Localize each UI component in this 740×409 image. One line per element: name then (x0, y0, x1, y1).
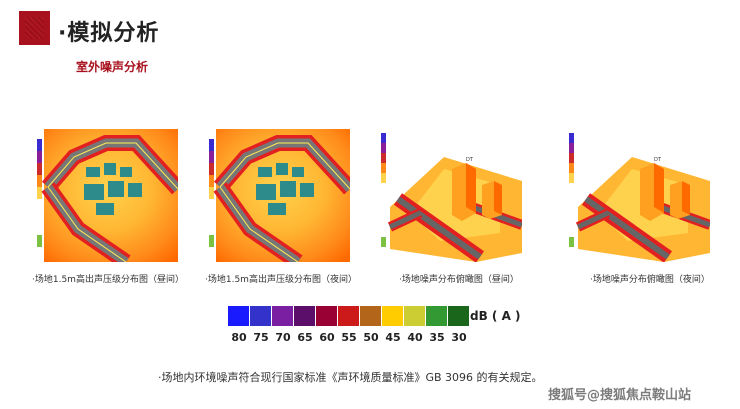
legend-tick-label: 45 (385, 331, 401, 344)
legend-swatch (294, 306, 316, 326)
noise-map-perspective-night: DT (568, 129, 710, 262)
legend-tick-row: 80 75 70 65 60 55 50 45 40 35 30 (228, 331, 470, 344)
svg-text:DT: DT (466, 157, 474, 163)
legend-swatch (316, 306, 338, 326)
watermark: 搜狐号@搜狐焦点鞍山站 (548, 388, 692, 403)
panel-caption: ·场地1.5m高出声压级分布图（夜间） (205, 275, 357, 285)
page-title: ·模拟分析 (58, 21, 160, 46)
legend-tick-label: 55 (341, 331, 357, 344)
section-subtitle: 室外噪声分析 (76, 60, 149, 74)
legend-swatch (250, 306, 272, 326)
noise-map-perspective-day: DT (380, 129, 522, 262)
legend-tick-label: 50 (363, 331, 379, 344)
legend-swatch (426, 306, 448, 326)
legend-tick-label: 60 (319, 331, 335, 344)
svg-text:DT: DT (654, 157, 662, 163)
legend-swatch (448, 306, 470, 326)
legend-tick-label: 80 (231, 331, 247, 344)
legend-swatch (360, 306, 382, 326)
brand-logo-block (19, 11, 50, 45)
compliance-note: ·场地内环境噪声符合现行国家标准《声环境质量标准》GB 3096 的有关规定。 (158, 371, 543, 384)
legend-swatch (404, 306, 426, 326)
legend-tick-label: 75 (253, 331, 269, 344)
legend-tick-label: 70 (275, 331, 291, 344)
legend-swatch (382, 306, 404, 326)
legend-tick-label: 40 (407, 331, 423, 344)
legend-tick-label: 65 (297, 331, 313, 344)
panel-caption: ·场地噪声分布俯瞰图（昼间） (399, 275, 519, 285)
legend-swatch (272, 306, 294, 326)
legend-swatch (338, 306, 360, 326)
noise-map-plan-night (208, 129, 350, 262)
db-color-legend (228, 306, 470, 326)
legend-tick-label: 35 (429, 331, 445, 344)
panel-caption: ·场地噪声分布俯瞰图（夜间） (590, 275, 710, 285)
noise-map-plan-day (36, 129, 178, 262)
legend-tick-label: 30 (451, 331, 467, 344)
legend-unit-label: dB ( A ) (470, 309, 521, 323)
panel-caption: ·场地1.5m高出声压级分布图（昼间） (32, 275, 184, 285)
legend-swatch (228, 306, 250, 326)
